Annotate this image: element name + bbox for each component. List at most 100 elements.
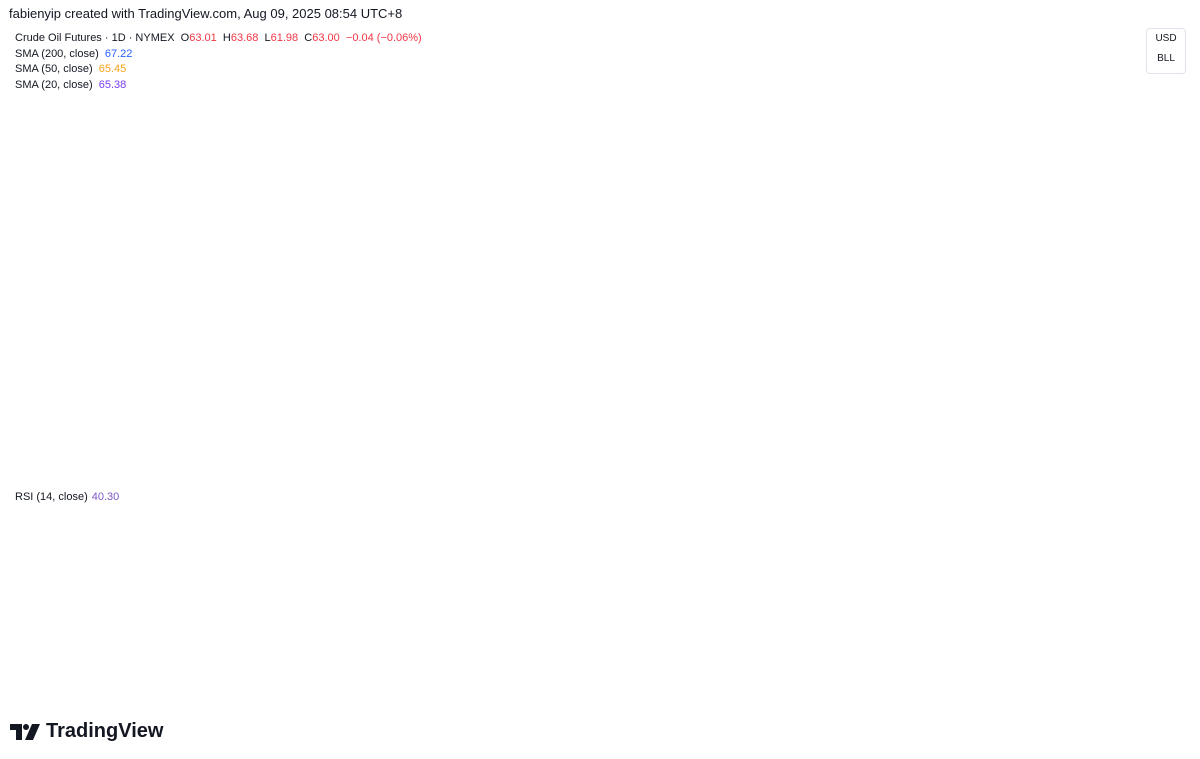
- last-price-badge-text: 63.00: [1154, 352, 1182, 364]
- candle: [36, 149, 43, 168]
- candle-body: [116, 254, 123, 260]
- candle-body: [305, 269, 312, 278]
- currency-unit-box[interactable]: USD BLL: [1146, 28, 1186, 74]
- candle-body: [136, 209, 143, 225]
- candle-body: [1022, 300, 1029, 334]
- candle: [166, 236, 173, 268]
- candle: [654, 302, 661, 324]
- candle-body: [604, 261, 611, 263]
- candle: [1052, 347, 1059, 359]
- candle-body: [973, 320, 980, 324]
- candle: [475, 280, 482, 298]
- candle: [953, 335, 960, 349]
- rsi-value-badge: [1141, 605, 1195, 624]
- candle-body: [993, 331, 1000, 339]
- price-badge: [1085, 306, 1139, 323]
- rsi-tick-label: 60.00: [1154, 548, 1182, 560]
- x-tick-label: Oct: [255, 655, 274, 669]
- price-badge: [1085, 289, 1139, 306]
- candle-body: [216, 295, 223, 321]
- candle-body: [295, 249, 302, 270]
- candle-body: [495, 254, 502, 273]
- candle: [773, 354, 780, 368]
- low-label: L: [264, 32, 271, 44]
- y-tick-label: 68.00: [1154, 300, 1182, 312]
- candle-body: [923, 264, 930, 286]
- candle: [1003, 330, 1009, 344]
- candle-body: [744, 355, 751, 386]
- x-tick-label: Nov: [338, 655, 359, 669]
- candle: [246, 274, 253, 312]
- candle-body: [76, 180, 83, 215]
- chart-frame: [7, 24, 1196, 679]
- candle-body: [385, 295, 392, 301]
- candle-body: [534, 204, 541, 220]
- chart-title: US Crude Oil Futures (Daily) Chart: [468, 83, 777, 105]
- candle-body: [594, 262, 601, 267]
- candle-body: [644, 295, 651, 311]
- x-tick-label: Jul: [21, 655, 36, 669]
- candle: [714, 274, 721, 298]
- candle: [594, 252, 601, 273]
- candle: [16, 163, 23, 188]
- candle: [236, 277, 243, 296]
- candle: [176, 229, 183, 250]
- candle-body: [395, 290, 402, 296]
- candle: [146, 206, 153, 241]
- candle: [923, 259, 930, 290]
- open-label: O: [180, 32, 190, 44]
- tradingview-logo[interactable]: TradingView: [10, 720, 163, 743]
- candle: [7, 177, 13, 184]
- candle-body: [355, 272, 362, 274]
- candle-body: [714, 280, 721, 291]
- symbol-row[interactable]: Crude Oil Futures · 1D · NYMEX O63.01 H6…: [15, 31, 422, 47]
- candle-body: [96, 219, 103, 235]
- price-badge: [1085, 323, 1139, 340]
- candle-body: [734, 285, 741, 356]
- candle-body: [56, 169, 63, 175]
- x-tick-label: Sep: [177, 655, 199, 669]
- candle: [554, 227, 561, 253]
- candle: [893, 338, 900, 369]
- candle-body: [654, 310, 661, 321]
- candle-body: [674, 313, 681, 318]
- candle: [763, 354, 770, 375]
- candle: [524, 190, 531, 232]
- candle-body: [564, 249, 571, 257]
- candle: [604, 257, 611, 266]
- candle: [534, 200, 541, 229]
- candle: [1022, 295, 1029, 338]
- candle-body: [704, 290, 711, 304]
- candle-body: [236, 285, 243, 288]
- sma50-line: [9, 193, 1056, 362]
- candle: [1042, 311, 1049, 357]
- rsi-legend[interactable]: RSI (14, close) 40.30: [15, 491, 119, 503]
- candle: [405, 283, 412, 296]
- candle: [425, 294, 432, 308]
- candle: [634, 277, 641, 304]
- candle-body: [933, 285, 940, 351]
- candle: [694, 294, 701, 314]
- x-tick-label: Sep: [1103, 655, 1125, 669]
- sma200-legend[interactable]: SMA (200, close) 67.22: [15, 47, 422, 63]
- price-annotation: 75.98: [888, 202, 926, 219]
- candle: [943, 335, 950, 357]
- candle: [485, 262, 492, 296]
- rsi-band: [8, 522, 1140, 647]
- candle: [704, 287, 711, 307]
- sma20-value: 65.38: [98, 78, 127, 91]
- change-value: −0.04 (−0.06%): [345, 32, 422, 44]
- candle: [116, 250, 123, 268]
- sma20-legend[interactable]: SMA (20, close) 65.38: [15, 78, 422, 94]
- sma50-legend[interactable]: SMA (50, close) 65.45: [15, 62, 422, 78]
- candle-body: [196, 275, 203, 316]
- candle: [803, 380, 810, 407]
- candle-body: [285, 234, 292, 250]
- candle: [853, 370, 860, 384]
- candle: [564, 246, 571, 265]
- candle: [156, 229, 163, 263]
- last-price-badge: [1141, 348, 1195, 366]
- rsi-label: RSI (14, close): [15, 491, 88, 503]
- candle-body: [106, 234, 113, 255]
